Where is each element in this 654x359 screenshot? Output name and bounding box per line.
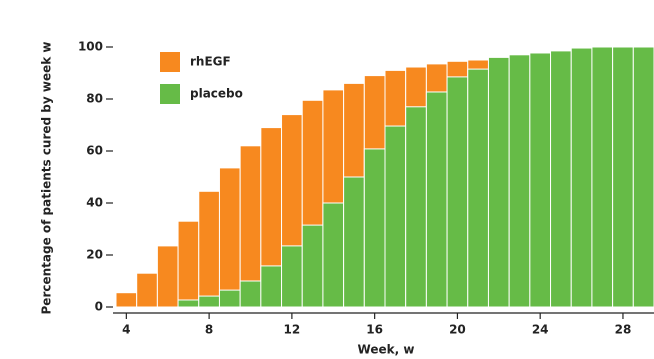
bar bbox=[115, 292, 138, 308]
bar bbox=[343, 176, 365, 308]
bar bbox=[550, 50, 572, 308]
bar bbox=[384, 125, 407, 308]
bar bbox=[529, 52, 552, 308]
x-tick-label: 8 bbox=[205, 323, 213, 337]
y-tick-label: 80 bbox=[86, 92, 103, 106]
bar bbox=[260, 265, 283, 308]
y-tick-label: 60 bbox=[86, 144, 103, 158]
bar bbox=[198, 295, 220, 308]
bar bbox=[467, 68, 489, 308]
x-tick-label: 4 bbox=[122, 323, 130, 337]
x-tick-label: 12 bbox=[284, 323, 301, 337]
bar bbox=[570, 47, 593, 308]
bar bbox=[177, 220, 200, 308]
bar bbox=[218, 167, 241, 308]
bar bbox=[487, 56, 510, 308]
x-tick-label: 28 bbox=[615, 323, 632, 337]
bar bbox=[239, 280, 262, 308]
bar bbox=[198, 190, 220, 308]
bar bbox=[612, 46, 634, 308]
x-tick-label: 16 bbox=[366, 323, 383, 337]
bar bbox=[425, 91, 448, 308]
x-axis-label: Week, w bbox=[358, 343, 415, 357]
bar bbox=[177, 299, 200, 308]
y-tick-label: 100 bbox=[78, 40, 103, 54]
x-tick-label: 20 bbox=[449, 323, 466, 337]
bar bbox=[508, 54, 531, 308]
bar bbox=[405, 106, 427, 308]
x-tick-label: 24 bbox=[532, 323, 549, 337]
legend-swatch bbox=[160, 84, 180, 104]
legend-label: rhEGF bbox=[190, 55, 231, 69]
bar bbox=[281, 245, 303, 308]
legend-label: placebo bbox=[190, 87, 243, 101]
bar bbox=[632, 46, 654, 308]
legend-swatch bbox=[160, 52, 180, 72]
bar bbox=[363, 148, 386, 308]
y-tick-label: 40 bbox=[86, 196, 103, 210]
bar bbox=[156, 245, 179, 308]
bar bbox=[446, 76, 469, 308]
bar bbox=[301, 224, 324, 308]
y-axis-label: Percentage of patients cured by week w bbox=[40, 42, 54, 315]
bar bbox=[322, 202, 345, 308]
bar bbox=[218, 289, 241, 308]
y-tick-label: 0 bbox=[95, 300, 103, 314]
bar bbox=[136, 272, 158, 308]
bar bbox=[591, 46, 614, 308]
y-tick-label: 20 bbox=[86, 248, 103, 262]
